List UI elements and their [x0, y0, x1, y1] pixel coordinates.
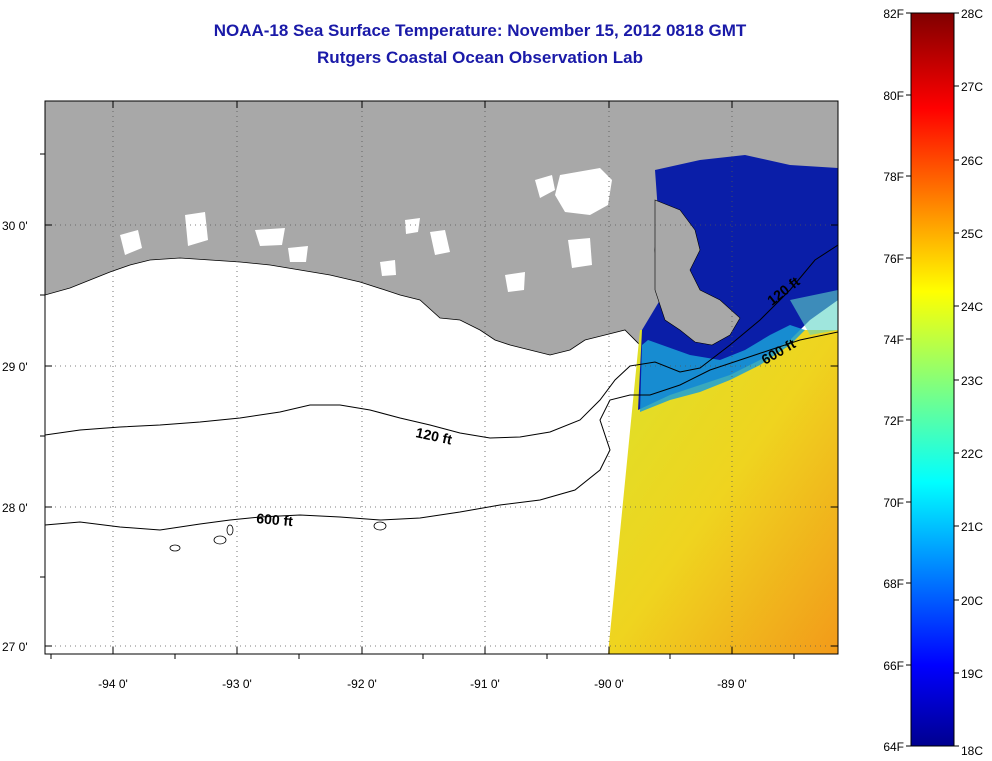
lon-label-94: -94 0': [98, 677, 128, 691]
lake: [255, 228, 285, 246]
colorbar-label-f: 70F: [883, 496, 904, 510]
map-subtitle: Rutgers Coastal Ocean Observation Lab: [317, 48, 643, 67]
colorbar-label-f: 72F: [883, 414, 904, 428]
lat-label-28: 28 0': [2, 501, 28, 515]
colorbar-label-c: 22C: [961, 447, 983, 461]
colorbar-label-f: 68F: [883, 577, 904, 591]
lake: [568, 238, 592, 268]
lon-label-92: -92 0': [347, 677, 377, 691]
colorbar-label-c: 27C: [961, 80, 983, 94]
lat-label-29: 29 0': [2, 360, 28, 374]
lake: [535, 175, 555, 198]
colorbar-label-c: 28C: [961, 7, 983, 21]
lake: [555, 168, 612, 215]
isobath-600ft: [45, 331, 838, 531]
contour-island: [226, 524, 234, 536]
lake: [288, 246, 308, 262]
lat-label-30: 30 0': [2, 219, 28, 233]
lake: [185, 212, 208, 246]
colorbar-label-f: 80F: [883, 89, 904, 103]
colorbar-label-c: 23C: [961, 374, 983, 388]
colorbar-label-c: 25C: [961, 227, 983, 241]
lake: [430, 230, 450, 255]
colorbar: [910, 12, 955, 747]
sst-swath-cyan: [790, 290, 838, 335]
colorbar-label-f: 66F: [883, 659, 904, 673]
sst-swath-cold: [638, 155, 838, 410]
contour-island: [213, 535, 227, 545]
lon-label-93: -93 0': [222, 677, 252, 691]
delta-land: [654, 199, 741, 346]
axis-ticks: [45, 101, 838, 654]
colorbar-label-c: 24C: [961, 300, 983, 314]
map-title: NOAA-18 Sea Surface Temperature: Novembe…: [213, 21, 747, 40]
lake: [505, 272, 525, 292]
sst-swath-warm: [608, 330, 838, 654]
lon-label-90: -90 0': [594, 677, 624, 691]
colorbar-ticks: [906, 12, 959, 747]
lake: [405, 218, 420, 234]
sst-swath-transition: [640, 325, 805, 412]
colorbar-label-f: 82F: [883, 7, 904, 21]
isobath-120ft: [45, 244, 838, 439]
colorbar-label-c: 26C: [961, 154, 983, 168]
axis-minor-ticks: [40, 153, 795, 659]
colorbar-label-f: 76F: [883, 252, 904, 266]
lake: [380, 260, 396, 276]
colorbar-label-c: 19C: [961, 667, 983, 681]
colorbar-label-f: 74F: [883, 333, 904, 347]
contour-island: [169, 544, 181, 552]
colorbar-label-f: 78F: [883, 170, 904, 184]
colorbar-label-c: 20C: [961, 594, 983, 608]
contour-label-120ft: 120 ft: [414, 424, 453, 447]
colorbar-label-c: 21C: [961, 520, 983, 534]
lon-label-91: -91 0': [470, 677, 500, 691]
contour-label-600ft: 600 ft: [256, 510, 294, 529]
colorbar-label-f: 64F: [883, 740, 904, 754]
map-frame: [44, 100, 839, 655]
colorbar-label-c: 18C: [961, 744, 983, 758]
contour-island: [373, 521, 387, 531]
graticule: [45, 101, 838, 654]
lake: [120, 230, 142, 255]
lat-label-27: 27 0': [2, 640, 28, 654]
lon-label-89: -89 0': [717, 677, 747, 691]
